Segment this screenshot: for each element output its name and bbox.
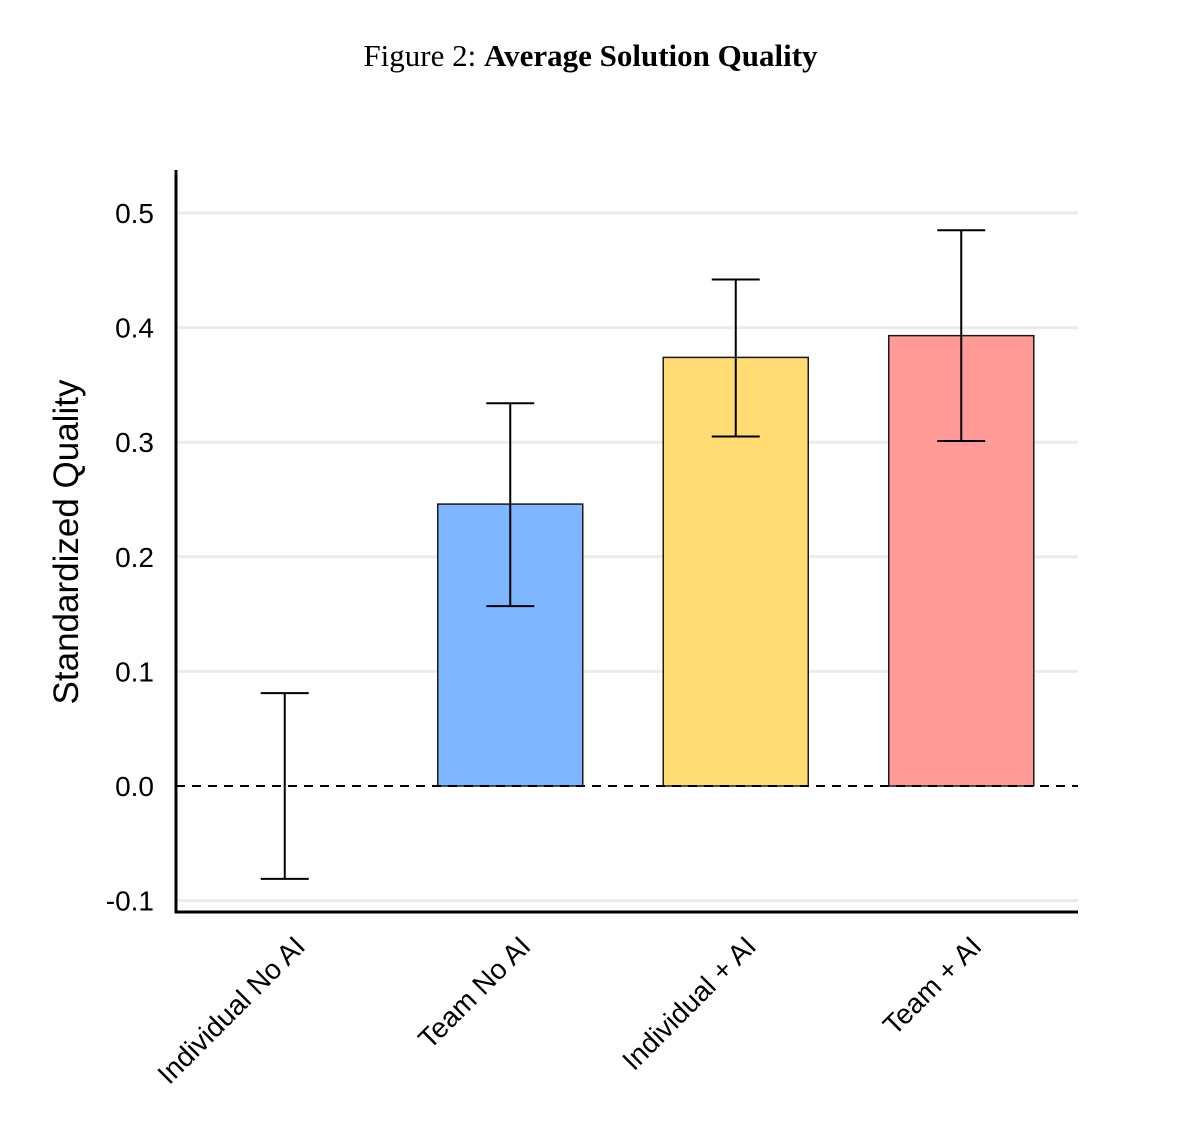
- figure-title: Average Solution Quality: [484, 38, 818, 73]
- x-tick-label-1: Team No AI: [412, 930, 536, 1054]
- error-bar-1: [486, 402, 535, 608]
- y-tick-label: 0.0: [115, 771, 154, 802]
- axes: [174, 170, 1078, 914]
- error-bar-2: [711, 278, 760, 438]
- x-tick-label-3: Team + AI: [877, 930, 988, 1041]
- x-tick-label-0: Individual No AI: [151, 930, 311, 1090]
- y-tick-label: 0.4: [115, 313, 154, 344]
- y-tick-label: 0.5: [115, 198, 154, 229]
- x-tick-labels: Individual No AI Team No AI Individual + A…: [151, 930, 987, 1090]
- y-tick-label: 0.2: [115, 542, 154, 573]
- y-tick-labels: -0.1 0.0 0.1 0.2 0.3 0.4 0.5: [106, 198, 154, 917]
- y-tick-label: 0.3: [115, 427, 154, 458]
- figure-number: Figure 2:: [363, 38, 477, 73]
- x-tick-label-2: Individual + AI: [616, 930, 762, 1076]
- y-axis-label: Standardized Quality: [47, 379, 86, 704]
- y-tick-label: 0.1: [115, 656, 154, 687]
- y-tick-label: -0.1: [106, 886, 154, 917]
- error-bar-0: [260, 692, 309, 880]
- error-bars: [260, 229, 986, 880]
- figure-caption: Figure 2: Average Solution Quality: [0, 38, 1181, 74]
- error-bar-3: [937, 229, 986, 443]
